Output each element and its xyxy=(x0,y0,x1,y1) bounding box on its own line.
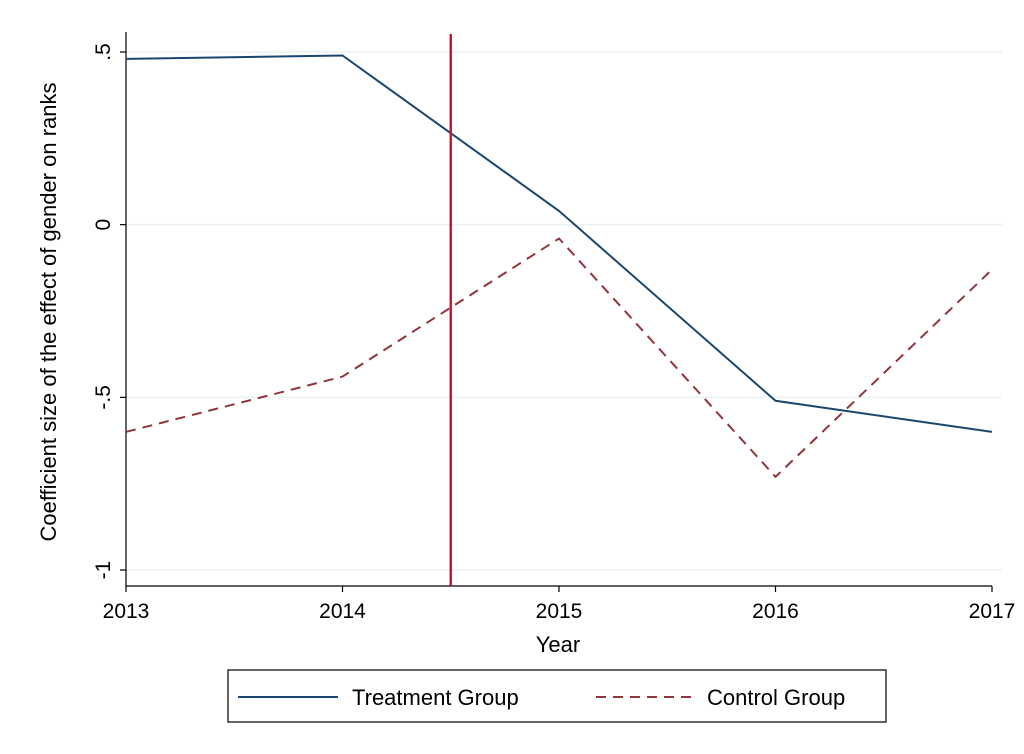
y-tick-label-1: -.5 xyxy=(92,385,115,410)
x-axis-label: Year xyxy=(536,632,580,657)
x-tick-label-1: 2014 xyxy=(319,600,366,623)
y-tick-label-0: -1 xyxy=(92,561,115,580)
y-axis-label: Coefficient size of the effect of gender… xyxy=(36,82,61,541)
x-tick-label-3: 2016 xyxy=(752,600,799,623)
y-tick-label-3: .5 xyxy=(92,43,115,61)
legend-label-0: Treatment Group xyxy=(352,685,519,710)
legend: Treatment Group Control Group xyxy=(228,670,886,722)
x-tick-label-0: 2013 xyxy=(103,600,150,623)
x-tick-label-2: 2015 xyxy=(536,600,583,623)
x-tick-label-4: 2017 xyxy=(969,600,1016,623)
y-tick-label-2: 0 xyxy=(92,219,115,231)
legend-label-1: Control Group xyxy=(707,685,845,710)
